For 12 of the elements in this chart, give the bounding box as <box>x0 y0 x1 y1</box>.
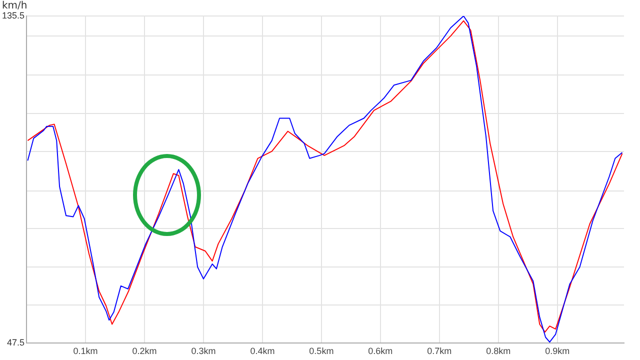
y-tick-label: 47.5 <box>6 338 25 348</box>
x-tick-label: 0.2km <box>132 346 157 356</box>
x-tick-label: 0.3km <box>191 346 216 356</box>
x-tick-label: 0.1km <box>73 346 98 356</box>
y-axis-title: km/h <box>2 0 28 12</box>
x-tick-label: 0.9km <box>545 346 570 356</box>
y-tick-label: 135.5 <box>2 10 25 20</box>
x-tick-label: 0.8km <box>486 346 511 356</box>
x-tick-label: 0.6km <box>368 346 393 356</box>
x-tick-label: 0.5km <box>309 346 334 356</box>
x-tick-label: 0.7km <box>427 346 452 356</box>
x-tick-label: 0.4km <box>250 346 275 356</box>
